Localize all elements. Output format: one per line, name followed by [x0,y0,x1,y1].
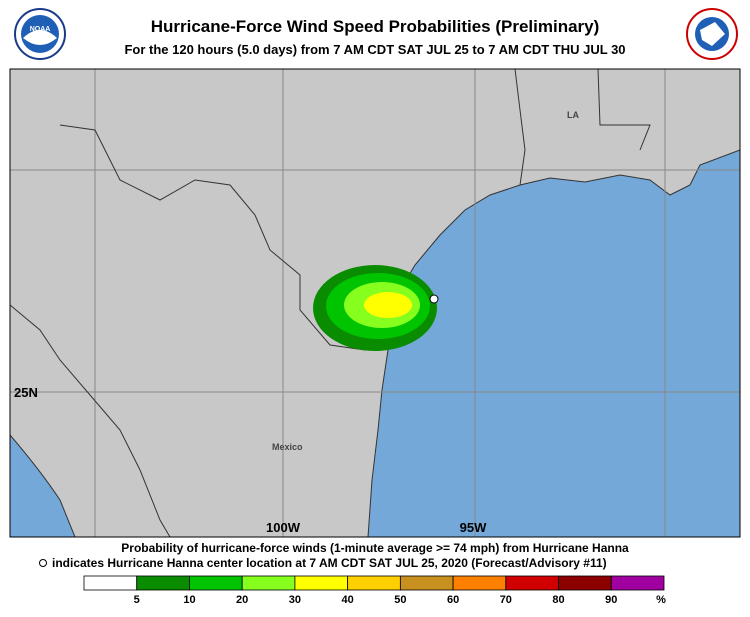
color-swatch [399,575,454,591]
state-label: LA [567,110,579,120]
colorbar-label: % [656,594,666,606]
legend-line: Probability of hurricane-force winds (1-… [121,541,629,555]
noaa-logo: NOAA [14,8,66,60]
colorbar-label: 30 [289,594,301,606]
pacific [10,434,76,537]
lon-label: 95W [460,520,487,535]
colorbar: 5 10 20 30 40 50 60 70 80 90% [83,575,666,606]
colorbar-label: 50 [394,594,406,606]
legend-line: indicates Hurricane Hanna center locatio… [52,556,607,570]
lon-label: 100W [266,520,301,535]
color-swatch [452,575,507,591]
colorbar-label: 20 [236,594,248,606]
colorbar-label: 80 [552,594,564,606]
color-swatch [241,575,296,591]
color-swatch [189,575,243,591]
graticule [10,69,740,537]
colorbar-label: 90 [605,594,617,606]
color-swatch [610,575,665,591]
colorbar-label: 70 [500,594,512,606]
color-swatch [558,575,612,591]
colorbar-label: 5 [134,594,140,606]
gulf-of-mexico [367,149,740,537]
country-label: Mexico [272,442,303,452]
color-swatch [136,575,190,591]
nws-logo [686,8,738,60]
colorbar-label: 40 [342,594,354,606]
storm-center [429,294,439,304]
logo-text: NOAA [30,26,51,33]
title: Hurricane-Force Wind Speed Probabilities… [151,17,600,36]
map: LA Mexico 25N 100W 95W [9,68,741,538]
probability-contours [313,265,437,351]
color-swatch [294,575,349,591]
color-swatch [83,575,138,591]
subtitle: For the 120 hours (5.0 days) from 7 AM C… [124,42,625,57]
colorbar-label: 60 [447,594,459,606]
color-swatch [347,575,401,591]
center-symbol [39,559,47,567]
lat-label: 25N [14,385,38,400]
color-swatch [505,575,559,591]
borders [10,69,651,537]
colorbar-label: 10 [183,594,195,606]
